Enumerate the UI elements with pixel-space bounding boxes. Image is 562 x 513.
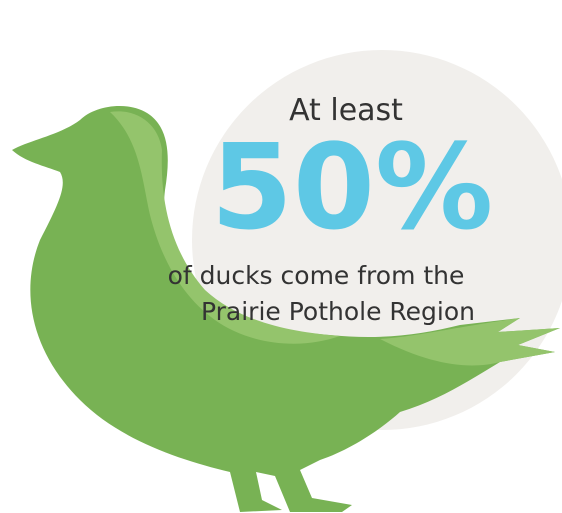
caption-line: Prairie Pothole Region xyxy=(201,297,475,326)
duck-highlight xyxy=(110,111,340,344)
intro-text: At least xyxy=(289,93,403,128)
caption-line: of ducks come from the xyxy=(168,261,465,290)
stat-value: 50% xyxy=(211,118,493,256)
duck-tail-highlight xyxy=(380,318,560,366)
